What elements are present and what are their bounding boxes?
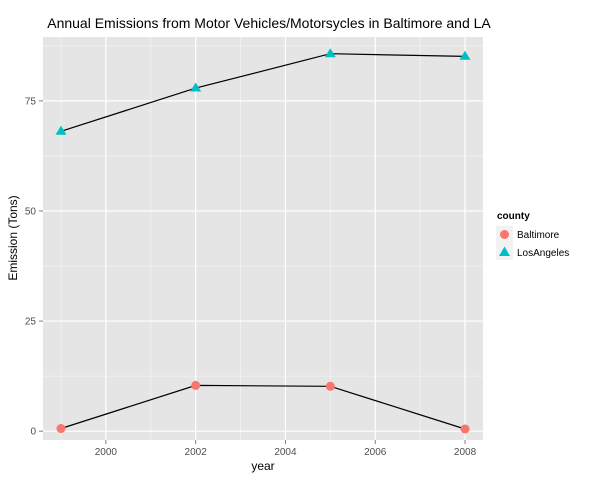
point-baltimore — [56, 424, 66, 434]
legend-key-baltimore-icon — [500, 230, 509, 239]
point-baltimore — [191, 380, 201, 390]
y-tick-label: 75 — [25, 96, 37, 107]
x-tick-label: 2006 — [364, 447, 387, 458]
point-losangeles — [324, 48, 336, 58]
legend-label-losangeles: LosAngeles — [517, 248, 569, 259]
x-tick-label: 2008 — [454, 447, 477, 458]
chart-title: Annual Emissions from Motor Vehicles/Mot… — [47, 15, 491, 31]
gridlines — [43, 37, 483, 440]
point-losangeles — [55, 125, 67, 135]
point-baltimore — [460, 424, 470, 434]
y-tick-label: 50 — [25, 206, 37, 217]
x-axis-title: year — [251, 459, 274, 473]
x-tick-label: 2002 — [185, 447, 208, 458]
x-tick-label: 2004 — [274, 447, 297, 458]
legend-title: county — [497, 211, 530, 222]
y-tick-label: 25 — [25, 317, 37, 328]
y-axis-title: Emission (Tons) — [6, 195, 20, 280]
plot-panel — [43, 37, 483, 440]
series-line-baltimore — [60, 384, 466, 430]
x-tick-label: 2000 — [95, 447, 118, 458]
series-line-losangeles — [60, 53, 466, 132]
axis-ticks: 2000 2002 2004 2006 2008 0 25 50 75 — [25, 96, 477, 458]
point-losangeles — [190, 82, 202, 92]
point-losangeles — [459, 50, 471, 60]
legend-label-baltimore: Baltimore — [517, 230, 560, 241]
y-tick-label: 0 — [30, 427, 36, 438]
data-series — [55, 48, 471, 434]
point-baltimore — [325, 381, 335, 391]
legend-key-losangeles-icon — [499, 246, 510, 256]
legend: county Baltimore LosAngeles — [496, 211, 569, 260]
